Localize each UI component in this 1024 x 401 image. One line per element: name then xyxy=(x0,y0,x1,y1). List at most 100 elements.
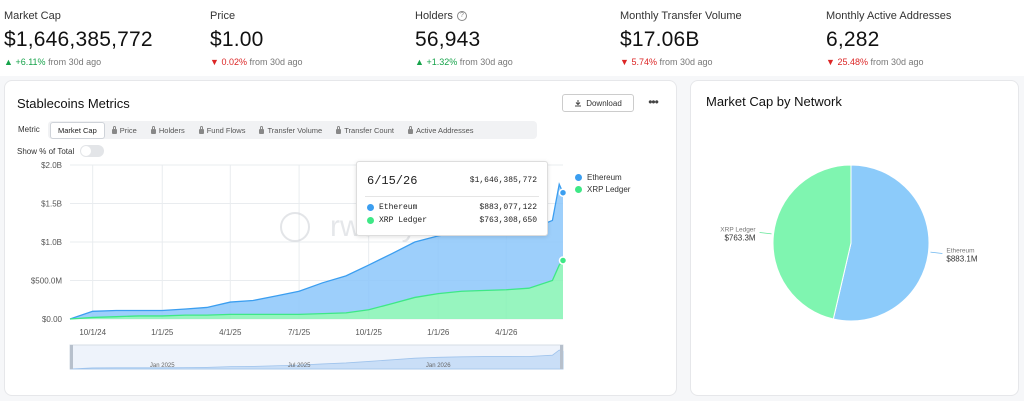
tooltip-series-name: XRP Ledger xyxy=(379,216,428,225)
stat-market-cap: Market Cap $1,646,385,772 ▲ +6.11% from … xyxy=(4,10,153,67)
metric-tabs: Market Cap Price Holders Fund Flows Tran… xyxy=(48,121,537,139)
pie-label-leader xyxy=(759,232,772,235)
stat-label: Monthly Transfer Volume xyxy=(620,10,742,22)
down-arrow-icon: ▼ xyxy=(826,57,835,67)
download-label: Download xyxy=(586,98,622,108)
stablecoins-metrics-card: Stablecoins Metrics Download ••• Metric … xyxy=(4,80,677,396)
market-cap-by-network-card: Market Cap by Network Ethereum $883.1M XRP… xyxy=(690,80,1019,396)
card-title: Market Cap by Network xyxy=(706,94,842,109)
stat-value: $17.06B xyxy=(620,28,700,51)
tab-transfer-volume[interactable]: Transfer Volume xyxy=(252,123,329,138)
stat-change: 5.74% xyxy=(631,57,657,67)
stat-label: Monthly Active Addresses xyxy=(826,10,952,22)
series-line-xrp-ledger xyxy=(69,260,564,320)
show-percent-toggle[interactable] xyxy=(80,145,105,157)
tooltip-series-value: $883,077,122 xyxy=(479,203,537,212)
pie-label-value: $763.3M xyxy=(724,234,755,243)
series-area-ethereum xyxy=(70,184,563,319)
legend-dot xyxy=(575,186,582,193)
tooltip-row-xrp-ledger: XRP Ledger $763,308,650 xyxy=(367,216,537,225)
x-tick-label: 1/1/25 xyxy=(151,328,174,337)
x-tick-label: 4/1/25 xyxy=(219,328,242,337)
pie-slice-xrp-ledger xyxy=(772,164,852,320)
more-options-icon[interactable]: ••• xyxy=(648,95,659,109)
tab-market-cap[interactable]: Market Cap xyxy=(50,121,105,139)
stat-change: +1.32% xyxy=(426,57,458,67)
tooltip-series-value: $763,308,650 xyxy=(479,216,537,225)
tab-active-addresses[interactable]: Active Addresses xyxy=(401,123,481,138)
stat-period: from 30d ago xyxy=(659,57,713,67)
navigator-label: Jul 2025 xyxy=(288,363,311,369)
stat-transfer-volume: Monthly Transfer Volume $17.06B ▼ 5.74% … xyxy=(620,10,742,67)
watermark-globe-icon xyxy=(280,212,310,242)
stats-bar: Market Cap $1,646,385,772 ▲ +6.11% from … xyxy=(0,0,1024,76)
tab-transfer-count[interactable]: Transfer Count xyxy=(329,123,401,138)
legend-label: XRP Ledger xyxy=(587,185,631,194)
lock-icon xyxy=(111,125,117,134)
y-tick-label: $500.0M xyxy=(31,277,62,286)
point-ethereum xyxy=(558,188,568,197)
lock-icon xyxy=(150,125,156,134)
stat-active-addresses: Monthly Active Addresses 6,282 ▼ 25.48% … xyxy=(826,10,951,67)
navigator-label: Jan 2025 xyxy=(150,363,175,369)
tooltip-dot xyxy=(367,204,374,211)
stat-change: 25.48% xyxy=(837,57,868,67)
tab-label: Price xyxy=(119,125,137,135)
navigator-handle-right xyxy=(560,345,563,369)
tooltip-total: $1,646,385,772 xyxy=(469,176,537,185)
legend-item-ethereum[interactable]: Ethereum xyxy=(575,173,630,182)
stat-label: Price xyxy=(210,10,236,22)
stat-value: 6,282 xyxy=(826,28,880,51)
stat-holders: Holders? 56,943 ▲ +1.32% from 30d ago xyxy=(415,10,513,67)
toggle-label: Show % of Total xyxy=(17,146,75,156)
point-xrp-ledger xyxy=(558,256,568,265)
download-icon xyxy=(575,100,582,107)
tooltip-date: 6/15/26 xyxy=(367,174,418,188)
tab-label: Transfer Count xyxy=(344,125,394,135)
card-title: Stablecoins Metrics xyxy=(17,96,130,111)
stat-value: 56,943 xyxy=(415,28,481,51)
download-button[interactable]: Download xyxy=(562,94,634,112)
tab-label: Market Cap xyxy=(58,125,97,135)
stat-value: $1,646,385,772 xyxy=(4,28,153,51)
market-cap-pie-chart[interactable]: Ethereum$883.1M XRP Ledger$763.3M xyxy=(691,111,1018,391)
up-arrow-icon: ▲ xyxy=(4,57,13,67)
pie-label-name: Ethereum xyxy=(946,247,974,254)
tooltip-row-ethereum: Ethereum $883,077,122 xyxy=(367,203,537,212)
stat-label: Holders xyxy=(415,10,453,22)
stat-label: Market Cap xyxy=(4,10,61,22)
stablecoins-area-chart[interactable]: $0.00 $500.0M $1.0B $1.5B $2.0B 10/1/24 1/1/25… xyxy=(5,157,605,397)
navigator-area xyxy=(69,349,564,370)
tab-label: Active Addresses xyxy=(415,125,474,135)
y-tick-label: $1.0B xyxy=(41,238,62,247)
legend-item-xrp-ledger[interactable]: XRP Ledger xyxy=(575,185,630,194)
legend-label: Ethereum xyxy=(587,173,622,182)
help-icon[interactable]: ? xyxy=(456,11,467,21)
pie-label-name: XRP Ledger xyxy=(720,227,756,234)
x-tick-label: 10/1/25 xyxy=(355,328,382,337)
stat-period: from 30d ago xyxy=(48,57,102,67)
pie-label-value: $883.1M xyxy=(946,254,977,263)
tab-label: Transfer Volume xyxy=(267,125,323,135)
tab-holders[interactable]: Holders xyxy=(144,123,192,138)
stat-change: +6.11% xyxy=(15,57,46,67)
chart-legend: Ethereum XRP Ledger xyxy=(575,173,630,197)
down-arrow-icon: ▼ xyxy=(210,57,219,67)
legend-dot xyxy=(575,174,582,181)
y-tick-label: $2.0B xyxy=(41,161,62,170)
lock-icon xyxy=(336,125,342,134)
stat-change: 0.02% xyxy=(221,57,247,67)
navigator-handle-left xyxy=(70,345,73,369)
chart-tooltip: 6/15/26 $1,646,385,772 Ethereum $883,077… xyxy=(356,161,548,236)
tooltip-divider xyxy=(365,196,539,197)
stat-price: Price $1.00 ▼ 0.02% from 30d ago xyxy=(210,10,303,67)
navigator-label: Jan 2026 xyxy=(426,363,451,369)
pie-slice-ethereum xyxy=(832,164,930,322)
down-arrow-icon: ▼ xyxy=(620,57,629,67)
up-arrow-icon: ▲ xyxy=(415,57,424,67)
y-tick-label: $1.5B xyxy=(41,200,62,209)
tooltip-dot xyxy=(367,217,374,224)
lock-icon xyxy=(259,125,265,134)
tab-price[interactable]: Price xyxy=(105,123,144,138)
tab-fund-flows[interactable]: Fund Flows xyxy=(192,123,253,138)
